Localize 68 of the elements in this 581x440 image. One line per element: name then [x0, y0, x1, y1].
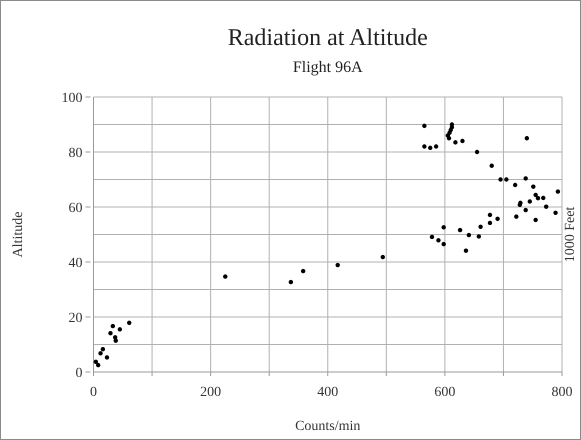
point	[104, 355, 110, 360]
point	[96, 362, 100, 368]
chart-title: Radiation at Altitude	[228, 25, 428, 51]
point	[531, 184, 536, 189]
x-axis-title: Counts/min	[295, 419, 360, 434]
point	[488, 212, 492, 218]
y2-axis-title: 1000 Feet	[563, 206, 578, 262]
point	[478, 224, 483, 229]
point	[442, 242, 446, 246]
point	[223, 274, 228, 279]
point	[553, 210, 558, 215]
point	[110, 324, 116, 328]
point	[533, 218, 538, 222]
x-tick-label: 600	[434, 385, 456, 400]
point	[446, 136, 452, 140]
point	[490, 164, 494, 168]
chart-subtitle: Flight 96A	[292, 59, 364, 76]
point	[536, 196, 540, 200]
point	[442, 225, 446, 230]
y-tick-label: 80	[68, 146, 82, 161]
point	[523, 208, 528, 212]
point	[460, 138, 465, 144]
point	[422, 124, 427, 128]
point	[523, 176, 528, 181]
point	[504, 177, 509, 182]
point	[94, 360, 98, 364]
point	[458, 228, 462, 232]
x-tick-label: 200	[200, 385, 222, 400]
point	[108, 331, 113, 336]
y-tick-label: 20	[68, 311, 82, 326]
point	[495, 216, 500, 222]
point	[127, 320, 132, 325]
y-tick-label: 60	[68, 201, 82, 216]
point	[466, 232, 472, 238]
y-tick-label: 40	[68, 256, 82, 271]
x-tick-label: 400	[317, 385, 338, 400]
point	[474, 150, 480, 154]
point	[544, 204, 548, 209]
point	[118, 327, 122, 332]
point	[512, 182, 518, 188]
point	[300, 268, 306, 274]
point	[488, 220, 492, 226]
point	[98, 351, 103, 356]
point	[514, 214, 519, 219]
point	[436, 238, 441, 242]
point	[541, 196, 546, 200]
point	[533, 192, 538, 198]
y-tick-label: 0	[76, 366, 82, 381]
point	[498, 177, 503, 182]
x-tick-label: 0	[90, 385, 97, 400]
point	[422, 144, 427, 149]
point	[100, 346, 106, 352]
point	[336, 262, 340, 268]
point	[434, 144, 438, 149]
point	[476, 234, 482, 239]
point	[114, 338, 118, 343]
point	[428, 146, 432, 150]
y-tick-label: 100	[62, 91, 82, 106]
y-axis-title: Altitude	[11, 212, 26, 258]
point	[380, 254, 385, 260]
point	[528, 199, 532, 204]
point	[453, 140, 458, 145]
point	[556, 189, 560, 194]
point	[524, 136, 530, 140]
point	[430, 234, 434, 240]
x-tick-label: 800	[552, 385, 572, 400]
point	[464, 248, 468, 253]
point	[288, 280, 294, 284]
